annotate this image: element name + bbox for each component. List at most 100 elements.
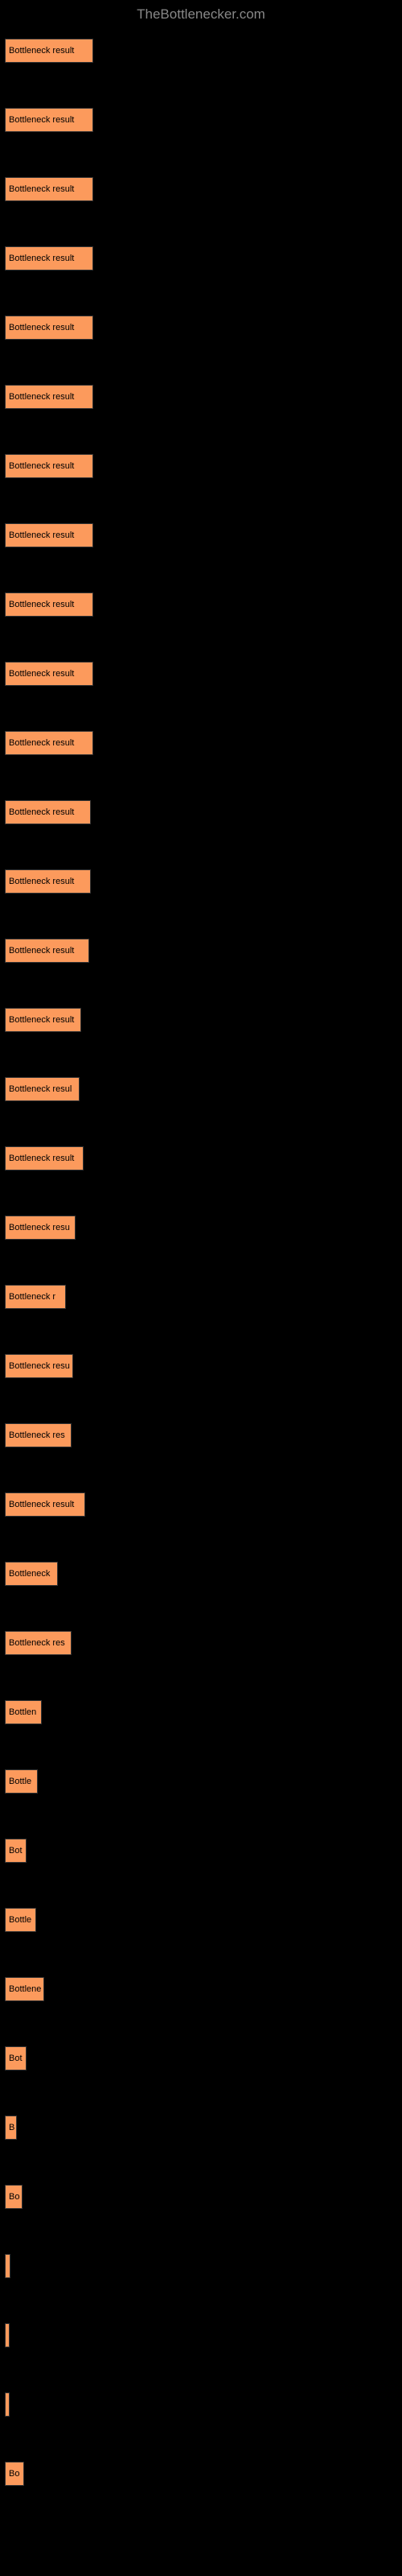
bar-label: Bo	[9, 2469, 19, 2479]
bar-row: Bottleneck result	[5, 39, 397, 63]
bottleneck-bar: Bottleneck	[5, 1562, 58, 1586]
bar-label: Bottleneck result	[9, 1015, 74, 1025]
bar-label: Bottleneck result	[9, 323, 74, 332]
bar-label: Bottleneck res	[9, 1430, 65, 1440]
bottleneck-bar: Bottleneck result	[5, 800, 91, 824]
bar-row: Bottleneck result	[5, 1146, 397, 1170]
bar-row: Bottleneck res	[5, 1423, 397, 1447]
bar-label: Bottleneck result	[9, 877, 74, 886]
bottleneck-bar: Bottleneck result	[5, 39, 93, 63]
bar-row	[5, 2392, 397, 2417]
bottleneck-bar: Bot	[5, 1839, 27, 1863]
bar-row: Bottlene	[5, 1977, 397, 2001]
bottleneck-bar: Bottleneck result	[5, 869, 91, 894]
bar-label: Bottlene	[9, 1984, 41, 1994]
bottleneck-bar: Bottle	[5, 1769, 38, 1794]
bar-row: Bo	[5, 2185, 397, 2209]
bottleneck-bar: Bottleneck result	[5, 939, 89, 963]
bottleneck-bar	[5, 2254, 10, 2278]
bottleneck-bar: Bottleneck result	[5, 662, 93, 686]
bar-row: Bottleneck result	[5, 662, 397, 686]
bar-row: B	[5, 2116, 397, 2140]
bar-row: Bottleneck result	[5, 869, 397, 894]
bar-row: Bottlen	[5, 1700, 397, 1724]
bar-row: Bottle	[5, 1769, 397, 1794]
bottleneck-bar: Bot	[5, 2046, 27, 2070]
bar-label: Bo	[9, 2192, 19, 2202]
bar-row: Bottleneck r	[5, 1285, 397, 1309]
bottleneck-bar: Bottleneck res	[5, 1631, 72, 1655]
bottleneck-bar: Bottleneck result	[5, 454, 93, 478]
bottleneck-bar: Bottleneck result	[5, 592, 93, 617]
bar-row: Bottleneck result	[5, 592, 397, 617]
bar-label: Bottleneck result	[9, 738, 74, 748]
bar-label: Bottleneck result	[9, 600, 74, 609]
bar-row: Bottleneck result	[5, 800, 397, 824]
bottleneck-bar	[5, 2323, 10, 2347]
bottleneck-bar: Bo	[5, 2462, 24, 2486]
bar-row: Bottleneck resu	[5, 1216, 397, 1240]
bottleneck-bar: Bottleneck result	[5, 246, 93, 270]
bar-label: Bottleneck result	[9, 530, 74, 540]
bottleneck-bar: Bottleneck resu	[5, 1354, 73, 1378]
bottleneck-bar: Bo	[5, 2185, 23, 2209]
bar-label: Bottleneck res	[9, 1638, 65, 1648]
bottleneck-bar: Bottleneck result	[5, 108, 93, 132]
bottleneck-bar: Bottlene	[5, 1977, 44, 2001]
bar-row: Bottleneck resul	[5, 1077, 397, 1101]
bar-row: Bottleneck resu	[5, 1354, 397, 1378]
bar-label: Bot	[9, 1846, 23, 1856]
bar-label: Bottleneck result	[9, 184, 74, 194]
bar-row: Bottleneck result	[5, 177, 397, 201]
bar-row: Bottleneck result	[5, 316, 397, 340]
bottleneck-bar: B	[5, 2116, 17, 2140]
bar-label: Bottleneck resu	[9, 1361, 70, 1371]
bar-label: Bottleneck result	[9, 1500, 74, 1509]
bar-row: Bo	[5, 2462, 397, 2486]
bar-row: Bottleneck result	[5, 939, 397, 963]
bottleneck-bar: Bottleneck result	[5, 177, 93, 201]
bar-label: Bottleneck r	[9, 1292, 55, 1302]
bottleneck-bar: Bottlen	[5, 1700, 42, 1724]
bar-row: Bottleneck result	[5, 246, 397, 270]
bar-row: Bottleneck result	[5, 385, 397, 409]
bar-label: Bottleneck result	[9, 392, 74, 402]
bottleneck-bar: Bottleneck r	[5, 1285, 66, 1309]
bar-label: Bottleneck result	[9, 807, 74, 817]
bar-label: Bottle	[9, 1915, 31, 1925]
bar-row: Bottleneck result	[5, 1492, 397, 1517]
bar-row: Bottleneck result	[5, 731, 397, 755]
site-title: TheBottlenecker.com	[137, 6, 265, 22]
bottleneck-bar: Bottleneck resu	[5, 1216, 76, 1240]
bar-label: Bottleneck result	[9, 1154, 74, 1163]
bar-label: Bottleneck result	[9, 669, 74, 679]
bottleneck-bar: Bottleneck result	[5, 1146, 84, 1170]
bar-label: Bottleneck result	[9, 46, 74, 56]
bottleneck-bar	[5, 2392, 10, 2417]
bar-label: Bottleneck result	[9, 946, 74, 956]
bar-row: Bottleneck result	[5, 108, 397, 132]
bar-label: Bottleneck resu	[9, 1223, 70, 1232]
bar-label: Bottlen	[9, 1707, 36, 1717]
bar-row: Bot	[5, 2046, 397, 2070]
bar-label: Bottleneck result	[9, 254, 74, 263]
bottleneck-chart: Bottleneck result Bottleneck result Bottle…	[0, 39, 402, 2486]
bar-row	[5, 2254, 397, 2278]
bar-row	[5, 2323, 397, 2347]
bar-row: Bottle	[5, 1908, 397, 1932]
bottleneck-bar: Bottleneck result	[5, 523, 93, 547]
bar-label: Bot	[9, 2054, 23, 2063]
bar-label: Bottleneck result	[9, 115, 74, 125]
bottleneck-bar: Bottleneck result	[5, 385, 93, 409]
bottleneck-bar: Bottleneck result	[5, 1492, 85, 1517]
bar-label: Bottleneck result	[9, 461, 74, 471]
bottleneck-bar: Bottleneck resul	[5, 1077, 80, 1101]
bar-label: Bottle	[9, 1777, 31, 1786]
bar-row: Bot	[5, 1839, 397, 1863]
bar-label: B	[9, 2123, 14, 2132]
bottleneck-bar: Bottleneck result	[5, 316, 93, 340]
bar-row: Bottleneck	[5, 1562, 397, 1586]
bottleneck-bar: Bottleneck result	[5, 1008, 81, 1032]
bar-row: Bottleneck result	[5, 454, 397, 478]
bar-row: Bottleneck res	[5, 1631, 397, 1655]
